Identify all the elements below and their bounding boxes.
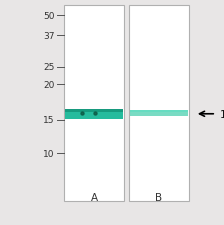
Bar: [65, 109, 123, 112]
Text: A: A: [90, 192, 98, 202]
Bar: [64, 6, 124, 201]
Text: 20: 20: [43, 80, 55, 89]
Text: 50: 50: [43, 12, 55, 21]
Text: 10: 10: [43, 149, 55, 158]
Bar: [130, 111, 188, 116]
Text: 15: 15: [43, 116, 55, 125]
Bar: [129, 6, 189, 201]
Text: 16 kDa: 16 kDa: [220, 109, 224, 119]
Bar: [130, 111, 188, 112]
Text: B: B: [155, 192, 163, 202]
Text: 25: 25: [43, 63, 55, 72]
Bar: [65, 109, 123, 119]
Text: 37: 37: [43, 32, 55, 40]
